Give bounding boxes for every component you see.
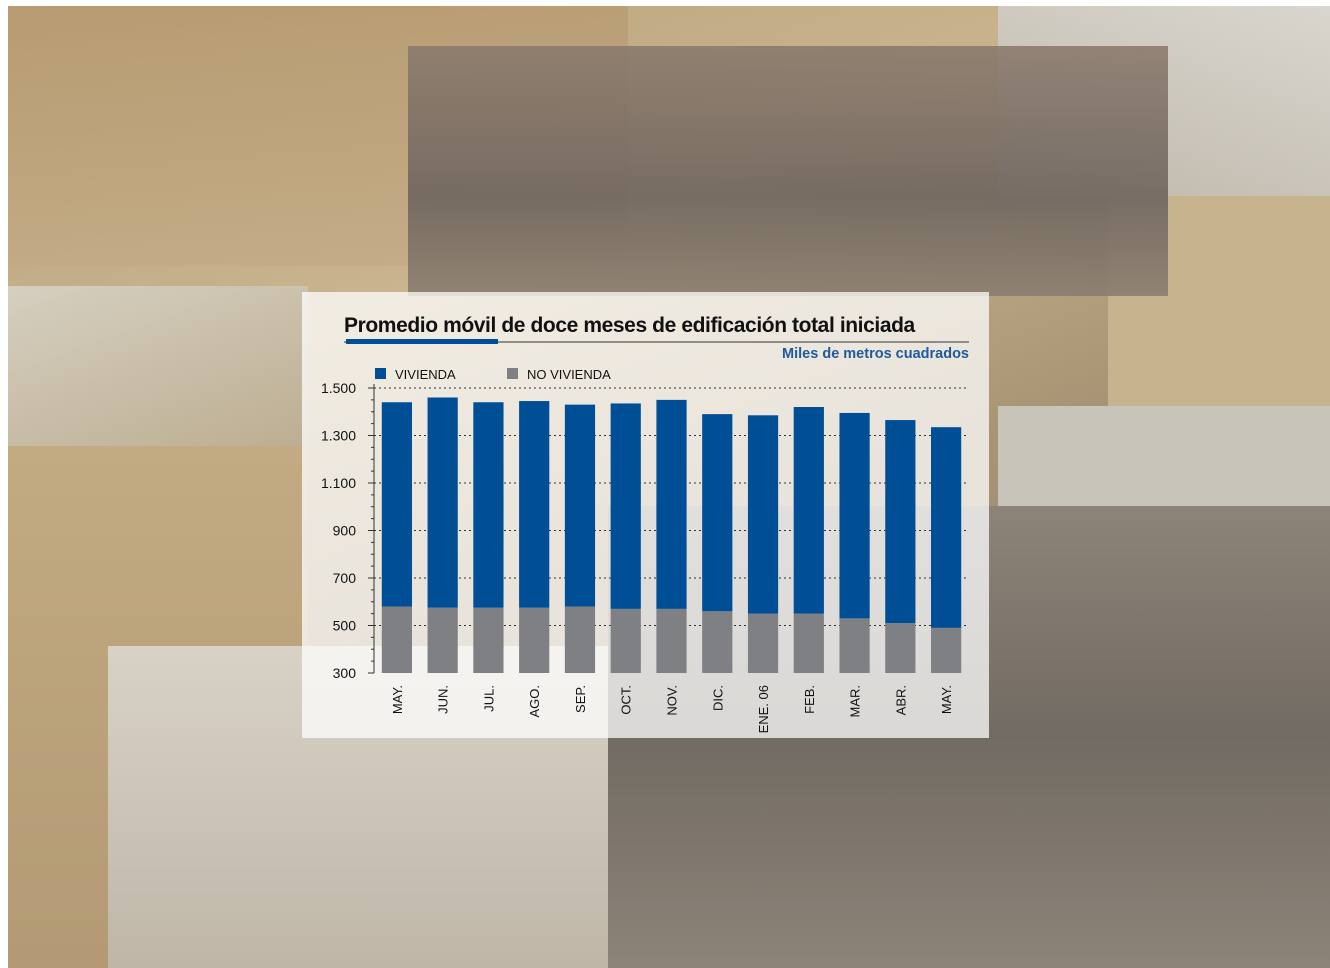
- x-tick-label: DIC.: [710, 685, 725, 711]
- bar-vivienda: [656, 399, 687, 609]
- y-tick-label: 500: [333, 618, 357, 634]
- x-tick-label: MAY.: [939, 685, 954, 714]
- photo-parking-right: [998, 406, 1330, 506]
- y-axis: 1.500 1.300 1.100 900 700 500 300: [321, 380, 375, 681]
- bar-vivienda: [381, 402, 412, 607]
- x-tick-label: MAY.: [390, 685, 405, 714]
- x-tick-label: MAR.: [848, 685, 863, 718]
- chart-subtitle: Miles de metros cuadrados: [782, 346, 969, 362]
- bar-no-vivienda: [931, 627, 962, 673]
- x-tick-label: OCT.: [619, 685, 634, 715]
- bar-vivienda: [702, 414, 733, 612]
- photo-road-left: [8, 286, 308, 446]
- legend-swatch-vivienda: [375, 368, 386, 379]
- bar-no-vivienda: [473, 607, 504, 673]
- bar-vivienda: [793, 407, 824, 614]
- bar-no-vivienda: [427, 607, 458, 673]
- bars-layer: [381, 397, 962, 673]
- bar-no-vivienda: [381, 606, 412, 673]
- grid-layer: [374, 387, 969, 626]
- y-tick-label: 900: [333, 523, 357, 539]
- legend-label-vivienda: VIVIENDA: [395, 367, 456, 382]
- bar-no-vivienda: [656, 608, 687, 673]
- photo-buildings-top: [408, 46, 1168, 296]
- bar-vivienda: [427, 397, 458, 608]
- bar-no-vivienda: [519, 607, 550, 673]
- bar-no-vivienda: [747, 613, 779, 673]
- x-tick-label: FEB.: [802, 685, 817, 714]
- bar-no-vivienda: [610, 608, 641, 673]
- bar-no-vivienda: [702, 611, 733, 673]
- bar-no-vivienda: [793, 613, 824, 673]
- legend-label-no-vivienda: NO VIVIENDA: [527, 367, 611, 382]
- y-tick-label: 700: [333, 570, 357, 586]
- x-tick-label: NOV.: [665, 685, 680, 716]
- bar-vivienda: [931, 427, 962, 628]
- x-tick-label: AGO.: [527, 685, 542, 718]
- x-tick-label: JUN.: [436, 685, 451, 714]
- bar-no-vivienda: [564, 606, 596, 673]
- bar-vivienda: [473, 402, 504, 608]
- legend-swatch-no-vivienda: [507, 368, 518, 379]
- chart-svg: Promedio móvil de doce meses de edificac…: [321, 314, 969, 733]
- y-tick-label: 300: [333, 665, 357, 681]
- chart-panel: Promedio móvil de doce meses de edificac…: [302, 292, 989, 738]
- x-tick-label: ENE. 06: [756, 685, 771, 733]
- x-tick-label: SEP.: [573, 685, 588, 713]
- y-tick-label: 1.100: [321, 475, 356, 491]
- bar-vivienda: [610, 403, 641, 609]
- bar-no-vivienda: [839, 618, 870, 673]
- y-tick-label: 1.300: [321, 428, 356, 444]
- chart-title: Promedio móvil de doce meses de edificac…: [344, 314, 916, 337]
- x-tick-label: JUL.: [481, 685, 496, 712]
- y-tick-label: 1.500: [321, 380, 356, 396]
- bar-vivienda: [885, 420, 916, 624]
- bar-vivienda: [747, 415, 779, 614]
- bar-vivienda: [564, 404, 596, 607]
- bar-vivienda: [519, 401, 550, 608]
- x-tick-label: ABR.: [893, 685, 908, 715]
- bar-no-vivienda: [885, 623, 916, 673]
- bar-vivienda: [839, 412, 870, 619]
- title-accent-bar: [346, 339, 498, 344]
- x-axis: MAY. JUN. JUL. AGO. SEP. OCT. NOV. DIC. ENE. 06 F…: [390, 685, 954, 733]
